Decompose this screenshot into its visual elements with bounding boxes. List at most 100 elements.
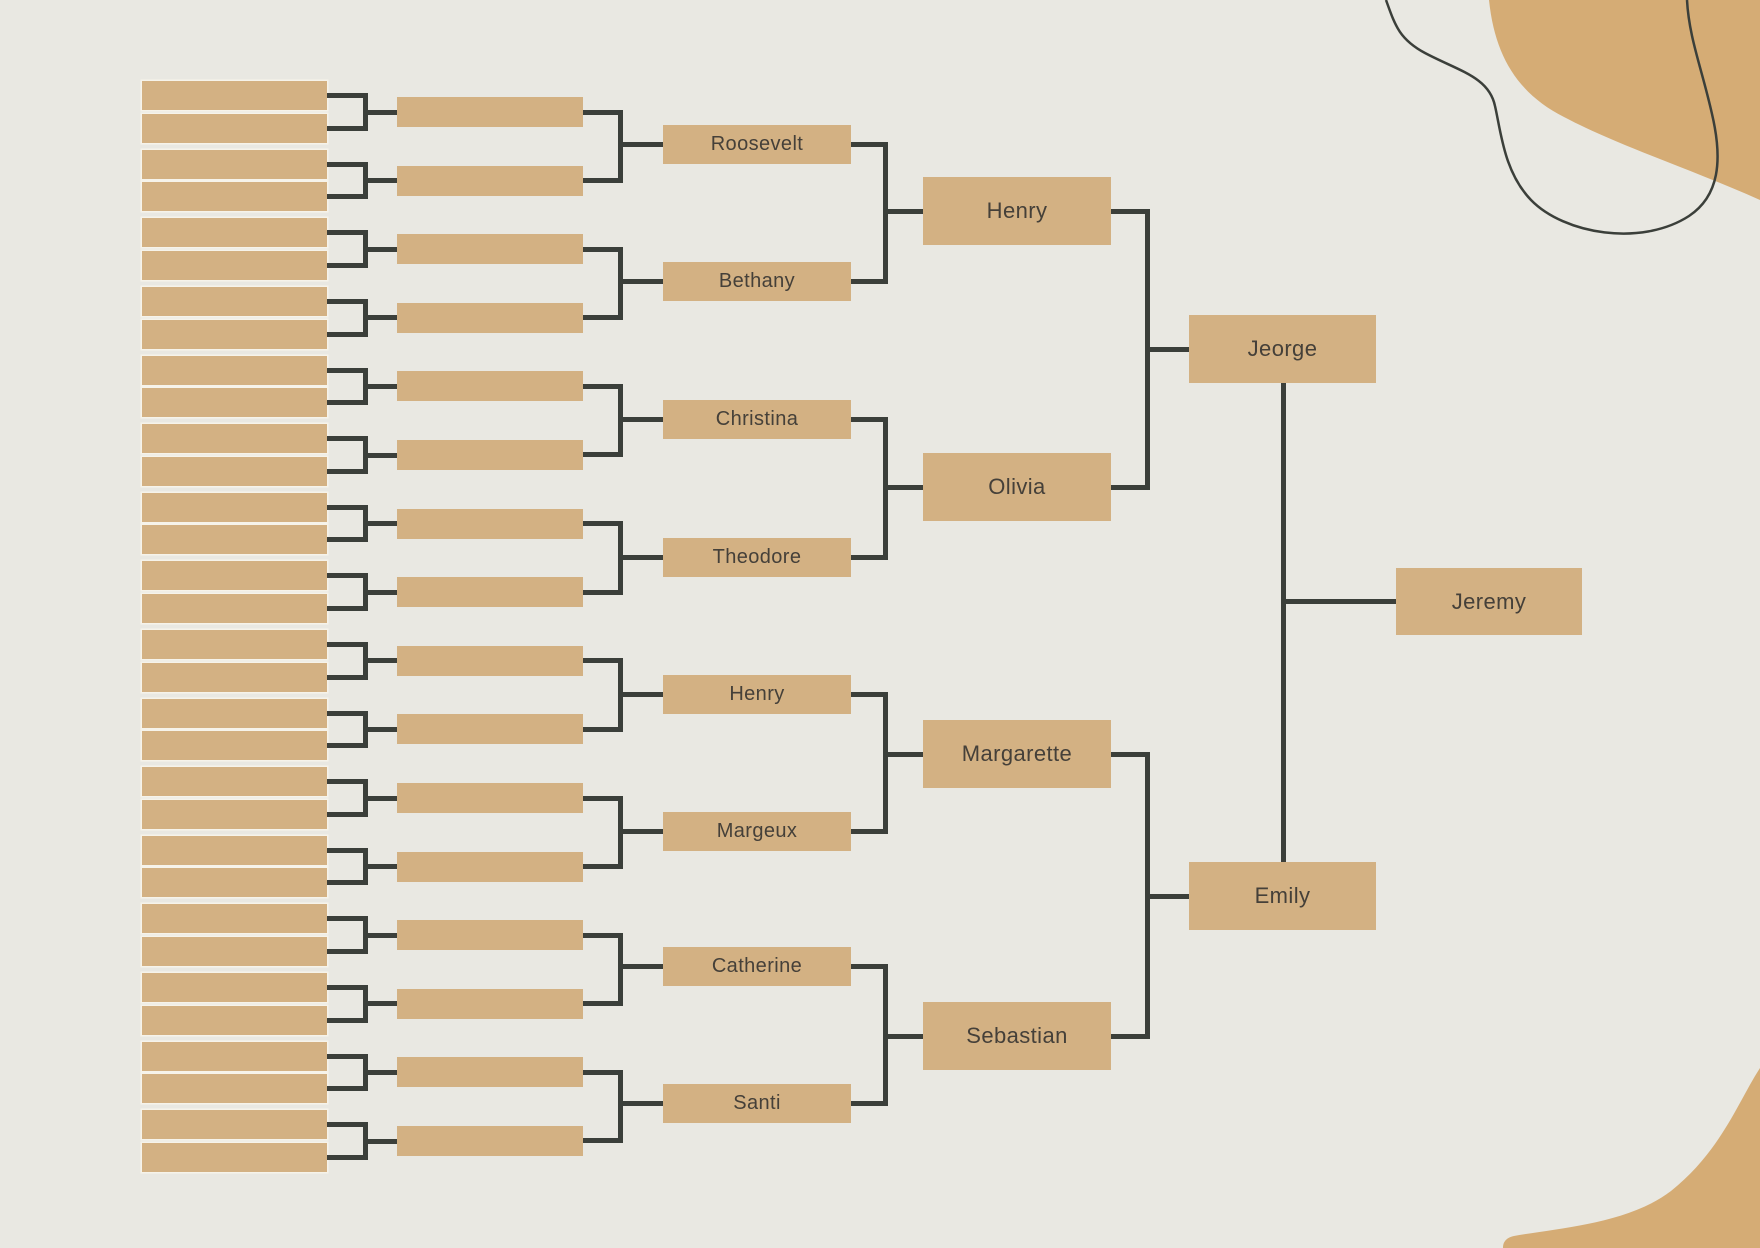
ancestor-bar-gen5[interactable] [397,1126,583,1156]
ancestor-bar-gen5[interactable] [397,97,583,127]
connector-stub [617,1101,663,1106]
ancestor-bar-gen6[interactable] [142,1041,327,1071]
ancestor-bar-gen5[interactable] [397,645,583,676]
ancestor-bar-gen6[interactable] [142,113,327,143]
ancestor-bar-gen6[interactable] [142,593,327,623]
blob-bottom-right [1503,1068,1760,1248]
ancestor-bar-gen6[interactable] [142,1110,327,1140]
connector-stub [617,417,663,422]
node-henry-ggp[interactable]: Henry [663,674,851,714]
ancestor-bar-gen6[interactable] [142,630,327,660]
ancestor-bar-gen6[interactable] [142,388,327,418]
node-catherine[interactable]: Catherine [663,947,851,986]
ancestor-bar-gen6[interactable] [142,424,327,454]
ancestor-bar-gen6[interactable] [142,767,327,797]
node-jeremy[interactable]: Jeremy [1396,568,1582,635]
connector-bracket [327,161,368,200]
connector-stub [362,1069,397,1075]
ancestor-bar-gen5[interactable] [397,783,583,813]
connector-bracket [327,1122,368,1160]
node-margeux[interactable]: Margeux [663,812,851,851]
connector-stub [362,658,397,664]
ancestor-bar-gen5[interactable] [397,440,583,470]
ancestor-bar-gen6[interactable] [142,287,327,317]
ancestor-bar-gen6[interactable] [142,149,327,179]
ancestor-bar-gen5[interactable] [397,508,583,539]
node-margarette[interactable]: Margarette [923,720,1111,788]
ancestor-bar-gen5[interactable] [397,920,583,951]
ancestor-bar-gen5[interactable] [397,302,583,333]
ancestor-bar-gen5[interactable] [397,234,583,265]
ancestor-bar-gen6[interactable] [142,81,327,111]
ancestor-bar-gen6[interactable] [142,835,327,865]
ancestor-bar-gen6[interactable] [142,525,327,555]
connector-bracket [327,367,368,406]
connector-bracket [327,985,368,1023]
connector-stub [362,726,397,732]
connector-stub [362,383,397,389]
ancestor-bar-gen6[interactable] [142,698,327,728]
ancestor-bar-gen6[interactable] [142,936,327,966]
ancestor-bar-gen5[interactable] [397,714,583,745]
ancestor-bar-gen6[interactable] [142,561,327,591]
connector-stub [882,208,923,214]
connector-bracket [327,916,368,954]
ancestor-bar-gen5[interactable] [397,1057,583,1088]
ancestor-bar-gen6[interactable] [142,182,327,212]
ancestor-bar-gen6[interactable] [142,250,327,280]
node-jeorge[interactable]: Jeorge [1189,315,1376,383]
ancestor-bar-gen6[interactable] [142,904,327,934]
connector-stub [617,142,663,147]
connector-bracket [583,1069,623,1144]
ancestor-bar-gen6[interactable] [142,868,327,898]
connector-stub [362,932,397,938]
connector-stub [882,751,923,757]
ancestor-bar-gen5[interactable] [397,577,583,608]
ancestor-bar-gen6[interactable] [142,456,327,486]
blob-top-right [1489,0,1760,200]
node-santi[interactable]: Santi [663,1084,851,1123]
node-bethany[interactable]: Bethany [663,262,851,301]
node-roosevelt[interactable]: Roosevelt [663,125,851,164]
connector-bracket [327,779,368,817]
ancestor-bar-gen6[interactable] [142,492,327,522]
node-olivia[interactable]: Olivia [923,453,1111,521]
connector-stub [882,484,923,490]
node-christina[interactable]: Christina [663,400,851,439]
connector-stub [362,452,397,458]
node-sebastian[interactable]: Sebastian [923,1002,1111,1070]
connector-bracket [583,932,623,1007]
ancestor-bar-gen6[interactable] [142,1142,327,1172]
connector-stub [617,964,663,969]
connector-bracket [327,436,368,474]
ancestor-bar-gen6[interactable] [142,973,327,1003]
ancestor-bar-gen6[interactable] [142,319,327,349]
node-henry-gp[interactable]: Henry [923,177,1111,245]
connector-stub [362,178,397,184]
ancestor-bar-gen6[interactable] [142,731,327,761]
connector-bracket [327,642,368,680]
connector-stub [362,1138,397,1144]
connector-stub [362,795,397,801]
connector-stub [1144,346,1189,352]
ancestor-bar-gen5[interactable] [397,988,583,1019]
connector-couple-line [1280,383,1286,862]
ancestor-bar-gen6[interactable] [142,355,327,385]
ancestor-bar-gen5[interactable] [397,165,583,196]
connector-bracket [327,230,368,268]
ancestor-bar-gen6[interactable] [142,218,327,248]
ancestor-bar-gen6[interactable] [142,662,327,692]
connector-bracket [327,299,368,337]
connector-stub [362,315,397,321]
ancestor-bar-gen5[interactable] [397,371,583,402]
ancestor-bar-gen6[interactable] [142,1005,327,1035]
connector-stub [362,1001,397,1007]
connector-bracket [327,847,368,886]
node-emily[interactable]: Emily [1189,862,1376,930]
node-theodore[interactable]: Theodore [663,537,851,577]
ancestor-bar-gen6[interactable] [142,1074,327,1104]
ancestor-bar-gen5[interactable] [397,851,583,882]
ancestor-bar-gen6[interactable] [142,799,327,829]
